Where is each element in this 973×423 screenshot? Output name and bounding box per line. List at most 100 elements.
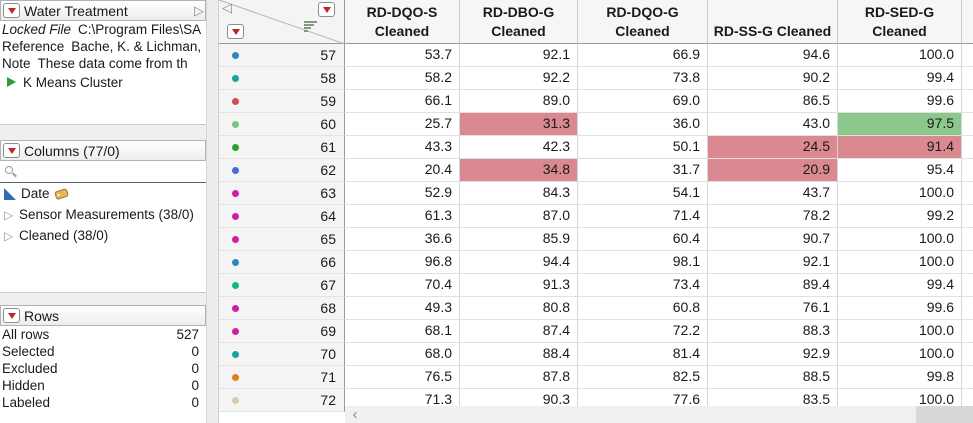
row-number-cell[interactable]: 72 (219, 389, 345, 412)
data-cell[interactable]: 89.4 (708, 274, 838, 297)
data-cell[interactable]: 88.5 (708, 366, 838, 389)
row-number-cell[interactable]: 60 (219, 113, 345, 136)
data-cell[interactable]: 100.0 (838, 44, 962, 67)
data-cell[interactable]: 92.1 (460, 44, 578, 67)
data-cell[interactable]: 25.7 (345, 113, 460, 136)
column-group-cleaned[interactable]: ▷ Cleaned (38/0) (0, 225, 206, 246)
row-number-cell[interactable]: 59 (219, 90, 345, 113)
data-cell[interactable]: 87.4 (460, 320, 578, 343)
row-stat[interactable]: Excluded 0 (0, 360, 206, 377)
data-cell[interactable]: 66.1 (345, 90, 460, 113)
data-cell[interactable]: 99.2 (838, 205, 962, 228)
data-cell[interactable]: 99.6 (838, 90, 962, 113)
data-cell[interactable]: 70.4 (345, 274, 460, 297)
horizontal-scrollbar[interactable]: ‹ (345, 406, 973, 423)
data-cell[interactable]: 52.9 (345, 182, 460, 205)
panel-splitter[interactable] (206, 0, 219, 423)
row-stat[interactable]: All rows 527 (0, 326, 206, 343)
data-cell[interactable]: 72.2 (578, 320, 708, 343)
data-cell[interactable]: 78.2 (708, 205, 838, 228)
rows-menu-button[interactable] (227, 24, 244, 39)
column-item-date[interactable]: Date (0, 183, 206, 204)
data-cell[interactable]: 76.1 (708, 297, 838, 320)
red-triangle-menu-button[interactable] (3, 143, 20, 158)
column-group-sensor-measurements[interactable]: ▷ Sensor Measurements (38/0) (0, 204, 206, 225)
columns-menu-button[interactable] (318, 2, 335, 17)
data-cell[interactable]: 86.5 (708, 90, 838, 113)
expand-triangle-icon[interactable]: ▷ (4, 228, 14, 243)
data-cell[interactable]: 43.7 (708, 182, 838, 205)
data-cell[interactable]: 92.1 (708, 251, 838, 274)
data-cell[interactable]: 95.4 (838, 159, 962, 182)
data-cell[interactable]: 99.4 (838, 67, 962, 90)
data-cell[interactable]: 31.7 (578, 159, 708, 182)
data-cell[interactable]: 89.0 (460, 90, 578, 113)
data-cell[interactable]: 58.2 (345, 67, 460, 90)
column-header[interactable]: RD-DBO-G Cleaned (460, 0, 578, 44)
data-cell[interactable]: 42.3 (460, 136, 578, 159)
column-search-input[interactable] (0, 161, 206, 183)
data-cell[interactable]: 68.1 (345, 320, 460, 343)
data-cell[interactable]: 49.3 (345, 297, 460, 320)
data-cell[interactable]: 50.1 (578, 136, 708, 159)
row-stat[interactable]: Labeled 0 (0, 394, 206, 411)
column-header[interactable]: RD-SED-G Cleaned (838, 0, 962, 44)
sort-bars-icon[interactable] (304, 21, 318, 33)
column-header[interactable]: RD-DQO-G Cleaned (578, 0, 708, 44)
data-cell[interactable]: 91.3 (460, 274, 578, 297)
data-cell[interactable]: 60.4 (578, 228, 708, 251)
expand-triangle-icon[interactable]: ▷ (4, 207, 14, 222)
data-cell[interactable]: 97.5 (838, 113, 962, 136)
data-cell[interactable]: 71.4 (578, 205, 708, 228)
data-cell[interactable]: 88.3 (708, 320, 838, 343)
data-cell[interactable]: 81.4 (578, 343, 708, 366)
table-variable-row[interactable]: Note These data come from th (0, 55, 206, 72)
data-cell[interactable]: 20.4 (345, 159, 460, 182)
row-number-cell[interactable]: 57 (219, 44, 345, 67)
table-script-item[interactable]: K Means Cluster (0, 72, 206, 92)
table-variable-row[interactable]: Reference Bache, K. & Lichman, (0, 38, 206, 55)
data-cell[interactable]: 94.6 (708, 44, 838, 67)
data-cell[interactable]: 68.0 (345, 343, 460, 366)
row-number-cell[interactable]: 62 (219, 159, 345, 182)
data-cell[interactable]: 69.0 (578, 90, 708, 113)
red-triangle-menu-button[interactable] (3, 308, 20, 323)
column-header[interactable]: RD-DQO-S Cleaned (345, 0, 460, 44)
row-number-cell[interactable]: 63 (219, 182, 345, 205)
data-cell[interactable]: 88.4 (460, 343, 578, 366)
red-triangle-menu-button[interactable] (3, 3, 20, 18)
panel-collapse-icon[interactable]: ▷ (194, 3, 204, 18)
data-cell[interactable]: 99.6 (838, 297, 962, 320)
data-cell[interactable]: 98.1 (578, 251, 708, 274)
row-number-cell[interactable]: 68 (219, 297, 345, 320)
row-stat[interactable]: Selected 0 (0, 343, 206, 360)
scrollbar-thumb[interactable] (916, 406, 973, 423)
data-cell[interactable]: 100.0 (838, 251, 962, 274)
data-cell[interactable]: 53.7 (345, 44, 460, 67)
data-cell[interactable]: 36.0 (578, 113, 708, 136)
data-cell[interactable]: 100.0 (838, 182, 962, 205)
row-number-cell[interactable]: 70 (219, 343, 345, 366)
data-cell[interactable]: 80.8 (460, 297, 578, 320)
data-cell[interactable]: 100.0 (838, 228, 962, 251)
data-cell[interactable]: 43.3 (345, 136, 460, 159)
data-cell[interactable]: 94.4 (460, 251, 578, 274)
data-cell[interactable]: 24.5 (708, 136, 838, 159)
row-stat[interactable]: Hidden 0 (0, 377, 206, 394)
table-variable-row[interactable]: Locked File C:\Program Files\SA (0, 21, 206, 38)
data-cell[interactable]: 36.6 (345, 228, 460, 251)
data-cell[interactable]: 100.0 (838, 343, 962, 366)
data-cell[interactable]: 82.5 (578, 366, 708, 389)
row-number-cell[interactable]: 67 (219, 274, 345, 297)
data-cell[interactable]: 60.8 (578, 297, 708, 320)
scroll-left-icon[interactable]: ‹ (352, 406, 358, 423)
row-number-cell[interactable]: 61 (219, 136, 345, 159)
data-cell[interactable]: 96.8 (345, 251, 460, 274)
row-number-cell[interactable]: 64 (219, 205, 345, 228)
data-cell[interactable]: 20.9 (708, 159, 838, 182)
data-cell[interactable]: 61.3 (345, 205, 460, 228)
column-header[interactable]: RD-SS-G Cleaned (708, 0, 838, 44)
data-cell[interactable]: 66.9 (578, 44, 708, 67)
row-number-cell[interactable]: 65 (219, 228, 345, 251)
collapse-columns-icon[interactable]: ◁ (222, 0, 232, 15)
